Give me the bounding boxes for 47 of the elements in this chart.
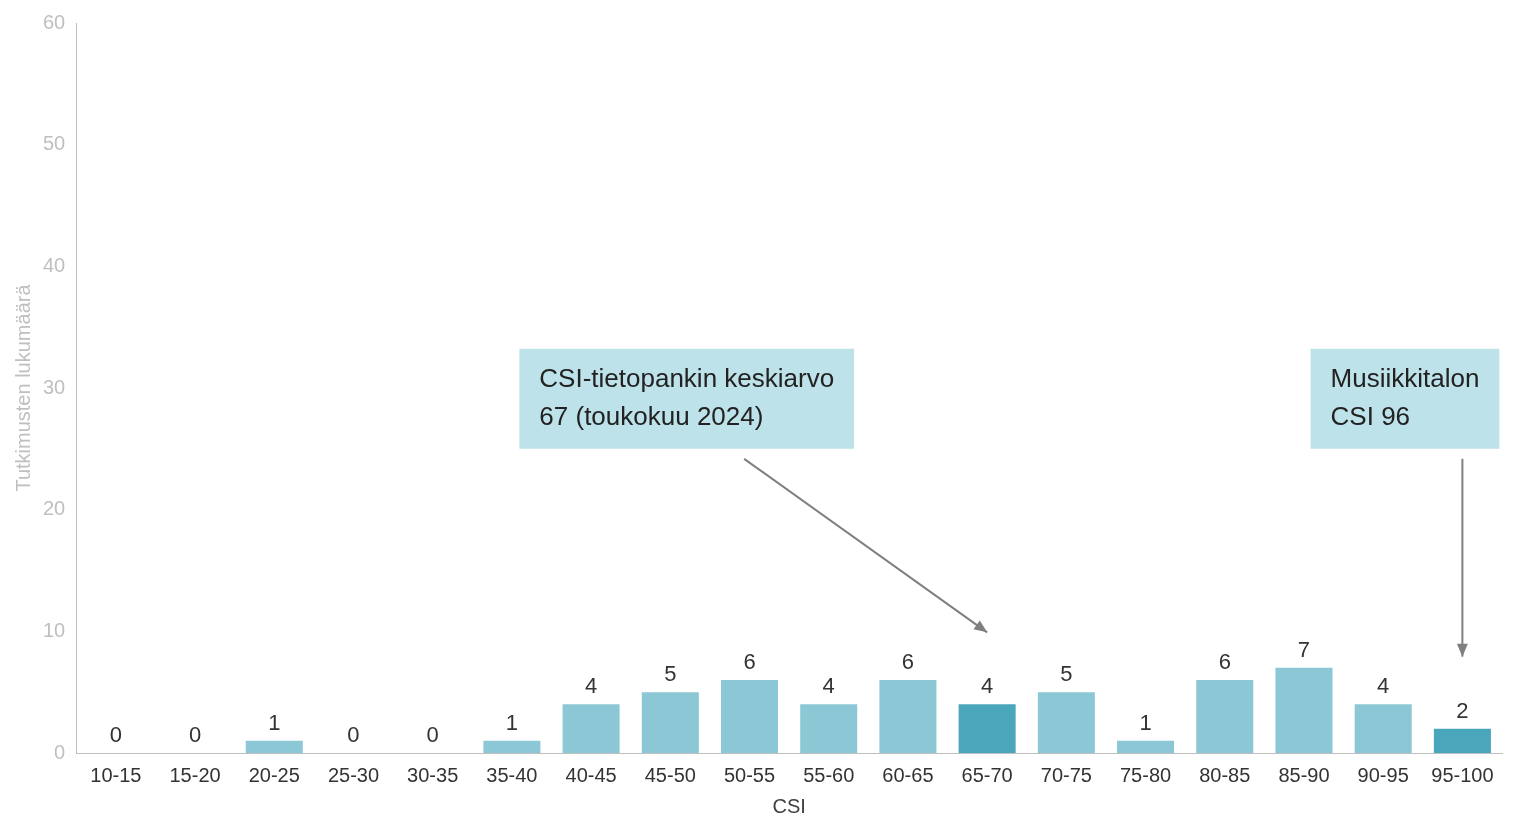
data-label: 4 bbox=[1377, 673, 1390, 699]
x-tick-label: 25-30 bbox=[327, 763, 380, 786]
x-tick-label: 15-20 bbox=[169, 763, 221, 786]
data-label: 4 bbox=[822, 673, 835, 699]
annotation: Musiikkitalon CSI 96 bbox=[1330, 363, 1480, 432]
x-tick-label: 55-60 bbox=[803, 763, 855, 786]
y-tick-label: 0 bbox=[54, 740, 66, 763]
x-tick-label: 80-85 bbox=[1199, 763, 1251, 786]
annotation: CSI-tietopankin keskiarvo 67 (toukokuu 2024) bbox=[539, 363, 835, 432]
y-tick-label: 10 bbox=[43, 618, 66, 641]
x-tick-label: 40-45 bbox=[565, 763, 617, 786]
x-tick-label: 20-25 bbox=[248, 763, 300, 786]
x-tick-label: 50-55 bbox=[723, 763, 776, 786]
x-tick-label: 35-40 bbox=[486, 763, 538, 786]
data-label: 1 bbox=[1139, 709, 1152, 735]
data-label: 6 bbox=[743, 649, 756, 675]
x-tick-label: 65-70 bbox=[961, 763, 1013, 786]
data-label: 1 bbox=[505, 709, 519, 735]
data-label: 7 bbox=[1297, 636, 1311, 662]
data-label: 5 bbox=[664, 661, 677, 687]
x-tick-label: 10-15 bbox=[90, 763, 142, 786]
y-tick-label: 60 bbox=[43, 10, 66, 33]
data-label: 0 bbox=[109, 722, 122, 748]
y-tick-label: 30 bbox=[43, 375, 66, 398]
x-tick-label: 70-75 bbox=[1040, 763, 1092, 786]
data-label: 0 bbox=[347, 722, 360, 748]
data-label: 5 bbox=[1060, 661, 1073, 687]
data-label: 0 bbox=[426, 722, 439, 748]
y-tick-label: 50 bbox=[43, 132, 66, 155]
x-tick-label: 95-100 bbox=[1431, 763, 1494, 786]
x-axis-title: CSI bbox=[772, 794, 806, 817]
data-label: 4 bbox=[981, 673, 994, 699]
x-tick-label: 85-90 bbox=[1278, 763, 1330, 786]
y-axis-title: Tutkimusten lukumäärä bbox=[11, 283, 34, 492]
x-tick-label: 30-35 bbox=[407, 763, 459, 786]
y-tick-label: 20 bbox=[43, 497, 66, 520]
data-label: 2 bbox=[1456, 697, 1469, 723]
x-tick-label: 75-80 bbox=[1119, 763, 1172, 786]
data-label: 6 bbox=[1218, 649, 1231, 675]
data-label: 4 bbox=[584, 673, 598, 699]
y-tick-label: 40 bbox=[43, 253, 66, 276]
x-tick-label: 60-65 bbox=[882, 763, 934, 786]
data-label: 0 bbox=[188, 722, 202, 748]
data-label: 1 bbox=[268, 709, 281, 735]
x-tick-label: 45-50 bbox=[644, 763, 696, 786]
x-tick-label: 90-95 bbox=[1357, 763, 1409, 786]
data-label: 6 bbox=[901, 649, 915, 675]
